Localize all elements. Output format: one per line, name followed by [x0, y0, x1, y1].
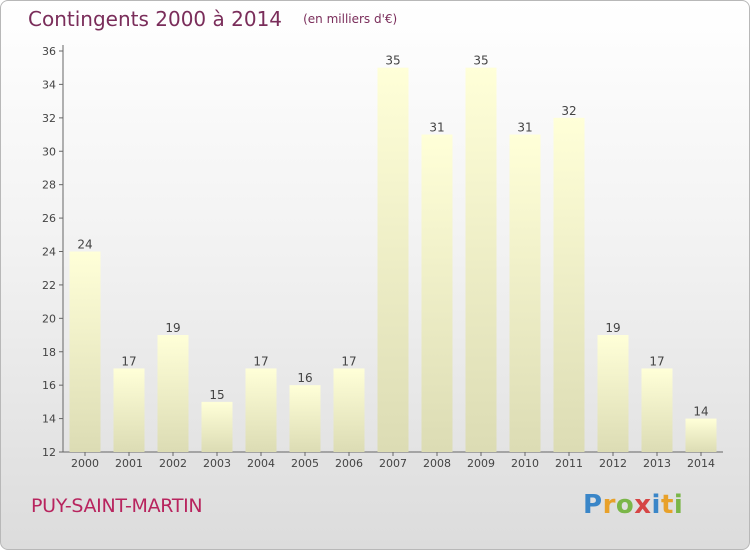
x-tick-label: 2009 — [467, 457, 495, 470]
bar — [333, 368, 365, 452]
bar — [289, 385, 321, 452]
y-tick-label: 30 — [42, 145, 56, 158]
bar — [69, 251, 101, 452]
y-tick-label: 36 — [42, 45, 56, 58]
bar-value-label: 17 — [341, 354, 356, 368]
y-tick-label: 20 — [42, 312, 56, 325]
bar-value-label: 17 — [121, 354, 136, 368]
bar-value-label: 31 — [517, 121, 532, 135]
x-tick-label: 2012 — [599, 457, 627, 470]
bar — [597, 335, 629, 452]
x-tick-label: 2013 — [643, 457, 671, 470]
y-tick-label: 22 — [42, 279, 56, 292]
bar — [201, 401, 233, 452]
x-tick-label: 2007 — [379, 457, 407, 470]
bar-value-label: 19 — [165, 321, 180, 335]
bar-value-label: 17 — [253, 354, 268, 368]
x-tick-label: 2010 — [511, 457, 539, 470]
commune-name: PUY-SAINT-MARTIN — [31, 495, 203, 517]
bar — [553, 117, 585, 452]
bar — [421, 134, 453, 452]
x-tick-label: 2003 — [203, 457, 231, 470]
bar — [245, 368, 277, 452]
x-tick-label: 2006 — [335, 457, 363, 470]
y-tick-label: 32 — [42, 112, 56, 125]
y-tick-label: 12 — [42, 446, 56, 459]
bar-value-label: 35 — [385, 54, 400, 68]
y-tick-label: 26 — [42, 212, 56, 225]
bar — [377, 67, 409, 452]
x-tick-label: 2002 — [159, 457, 187, 470]
x-tick-label: 2011 — [555, 457, 583, 470]
y-tick-label: 14 — [42, 413, 56, 426]
bar — [157, 335, 189, 452]
bar — [509, 134, 541, 452]
x-tick-label: 2000 — [71, 457, 99, 470]
bar — [641, 368, 673, 452]
chart-title: Contingents 2000 à 2014 — [28, 7, 283, 31]
x-tick-label: 2001 — [115, 457, 143, 470]
x-tick-label: 2008 — [423, 457, 451, 470]
bar-value-label: 16 — [297, 371, 312, 385]
x-tick-label: 2004 — [247, 457, 275, 470]
bar-value-label: 32 — [561, 104, 576, 118]
bar-value-label: 14 — [693, 405, 708, 419]
bar-value-label: 19 — [605, 321, 620, 335]
title-row: Contingents 2000 à 2014 (en milliers d'€… — [28, 7, 397, 31]
chart-subtitle: (en milliers d'€) — [303, 12, 398, 26]
y-tick-label: 16 — [42, 379, 56, 392]
y-tick-label: 24 — [42, 246, 56, 259]
bar — [113, 368, 145, 452]
bar — [465, 67, 497, 452]
bar-value-label: 17 — [649, 354, 664, 368]
x-tick-label: 2005 — [291, 457, 319, 470]
bar — [685, 418, 717, 452]
y-tick-label: 28 — [42, 179, 56, 192]
x-tick-label: 2014 — [687, 457, 715, 470]
bar-value-label: 15 — [209, 388, 224, 402]
bar-value-label: 24 — [77, 238, 92, 252]
bar-value-label: 31 — [429, 121, 444, 135]
y-tick-label: 34 — [42, 78, 56, 91]
bar-value-label: 35 — [473, 54, 488, 68]
proxiti-logo[interactable]: Proxiti — [583, 490, 684, 520]
y-tick-label: 18 — [42, 346, 56, 359]
